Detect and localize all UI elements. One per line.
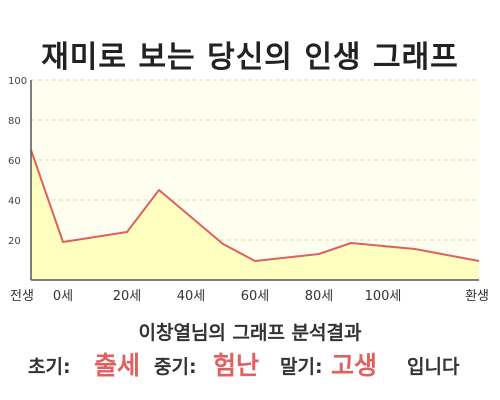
x-tick-labels: 전생 0세 20세 40세 60세 80세 100세 환생 xyxy=(10,289,489,304)
series-area xyxy=(31,150,479,280)
x-tick-label: 80세 xyxy=(305,289,334,304)
y-tick-label: 100 xyxy=(8,76,27,87)
analysis-result: 초기: 출세 중기: 험난 말기: 고생 입니다 xyxy=(0,346,500,380)
x-tick-label: 40세 xyxy=(177,289,206,304)
y-tick-label: 40 xyxy=(8,196,21,207)
x-tick-label: 100세 xyxy=(365,289,402,304)
chart-title: 재미로 보는 당신의 인생 그래프 xyxy=(41,40,459,75)
late-value: 고생 xyxy=(331,351,378,380)
grid-lines xyxy=(31,79,479,241)
x-tick-label: 20세 xyxy=(113,289,142,304)
x-tick-label: 60세 xyxy=(241,289,270,304)
mid-label: 중기: xyxy=(154,356,197,378)
mid-value: 험난 xyxy=(213,351,260,380)
ending-text: 입니다 xyxy=(407,356,460,378)
x-tick-label: 0세 xyxy=(53,289,73,304)
y-tick-label: 20 xyxy=(8,236,21,247)
series-line xyxy=(30,149,480,262)
y-tick-label: 60 xyxy=(8,156,21,167)
late-label: 말기: xyxy=(280,356,323,378)
x-tick-label: 전생 xyxy=(10,289,34,304)
y-tick-labels: 20 40 60 80 100 xyxy=(8,76,27,247)
y-tick-label: 80 xyxy=(8,116,21,127)
early-label: 초기: xyxy=(28,356,71,378)
analysis-heading: 이창열님의 그래프 분석결과 xyxy=(138,322,362,344)
early-value: 출세 xyxy=(94,351,141,380)
x-tick-label: 환생 xyxy=(465,289,489,304)
